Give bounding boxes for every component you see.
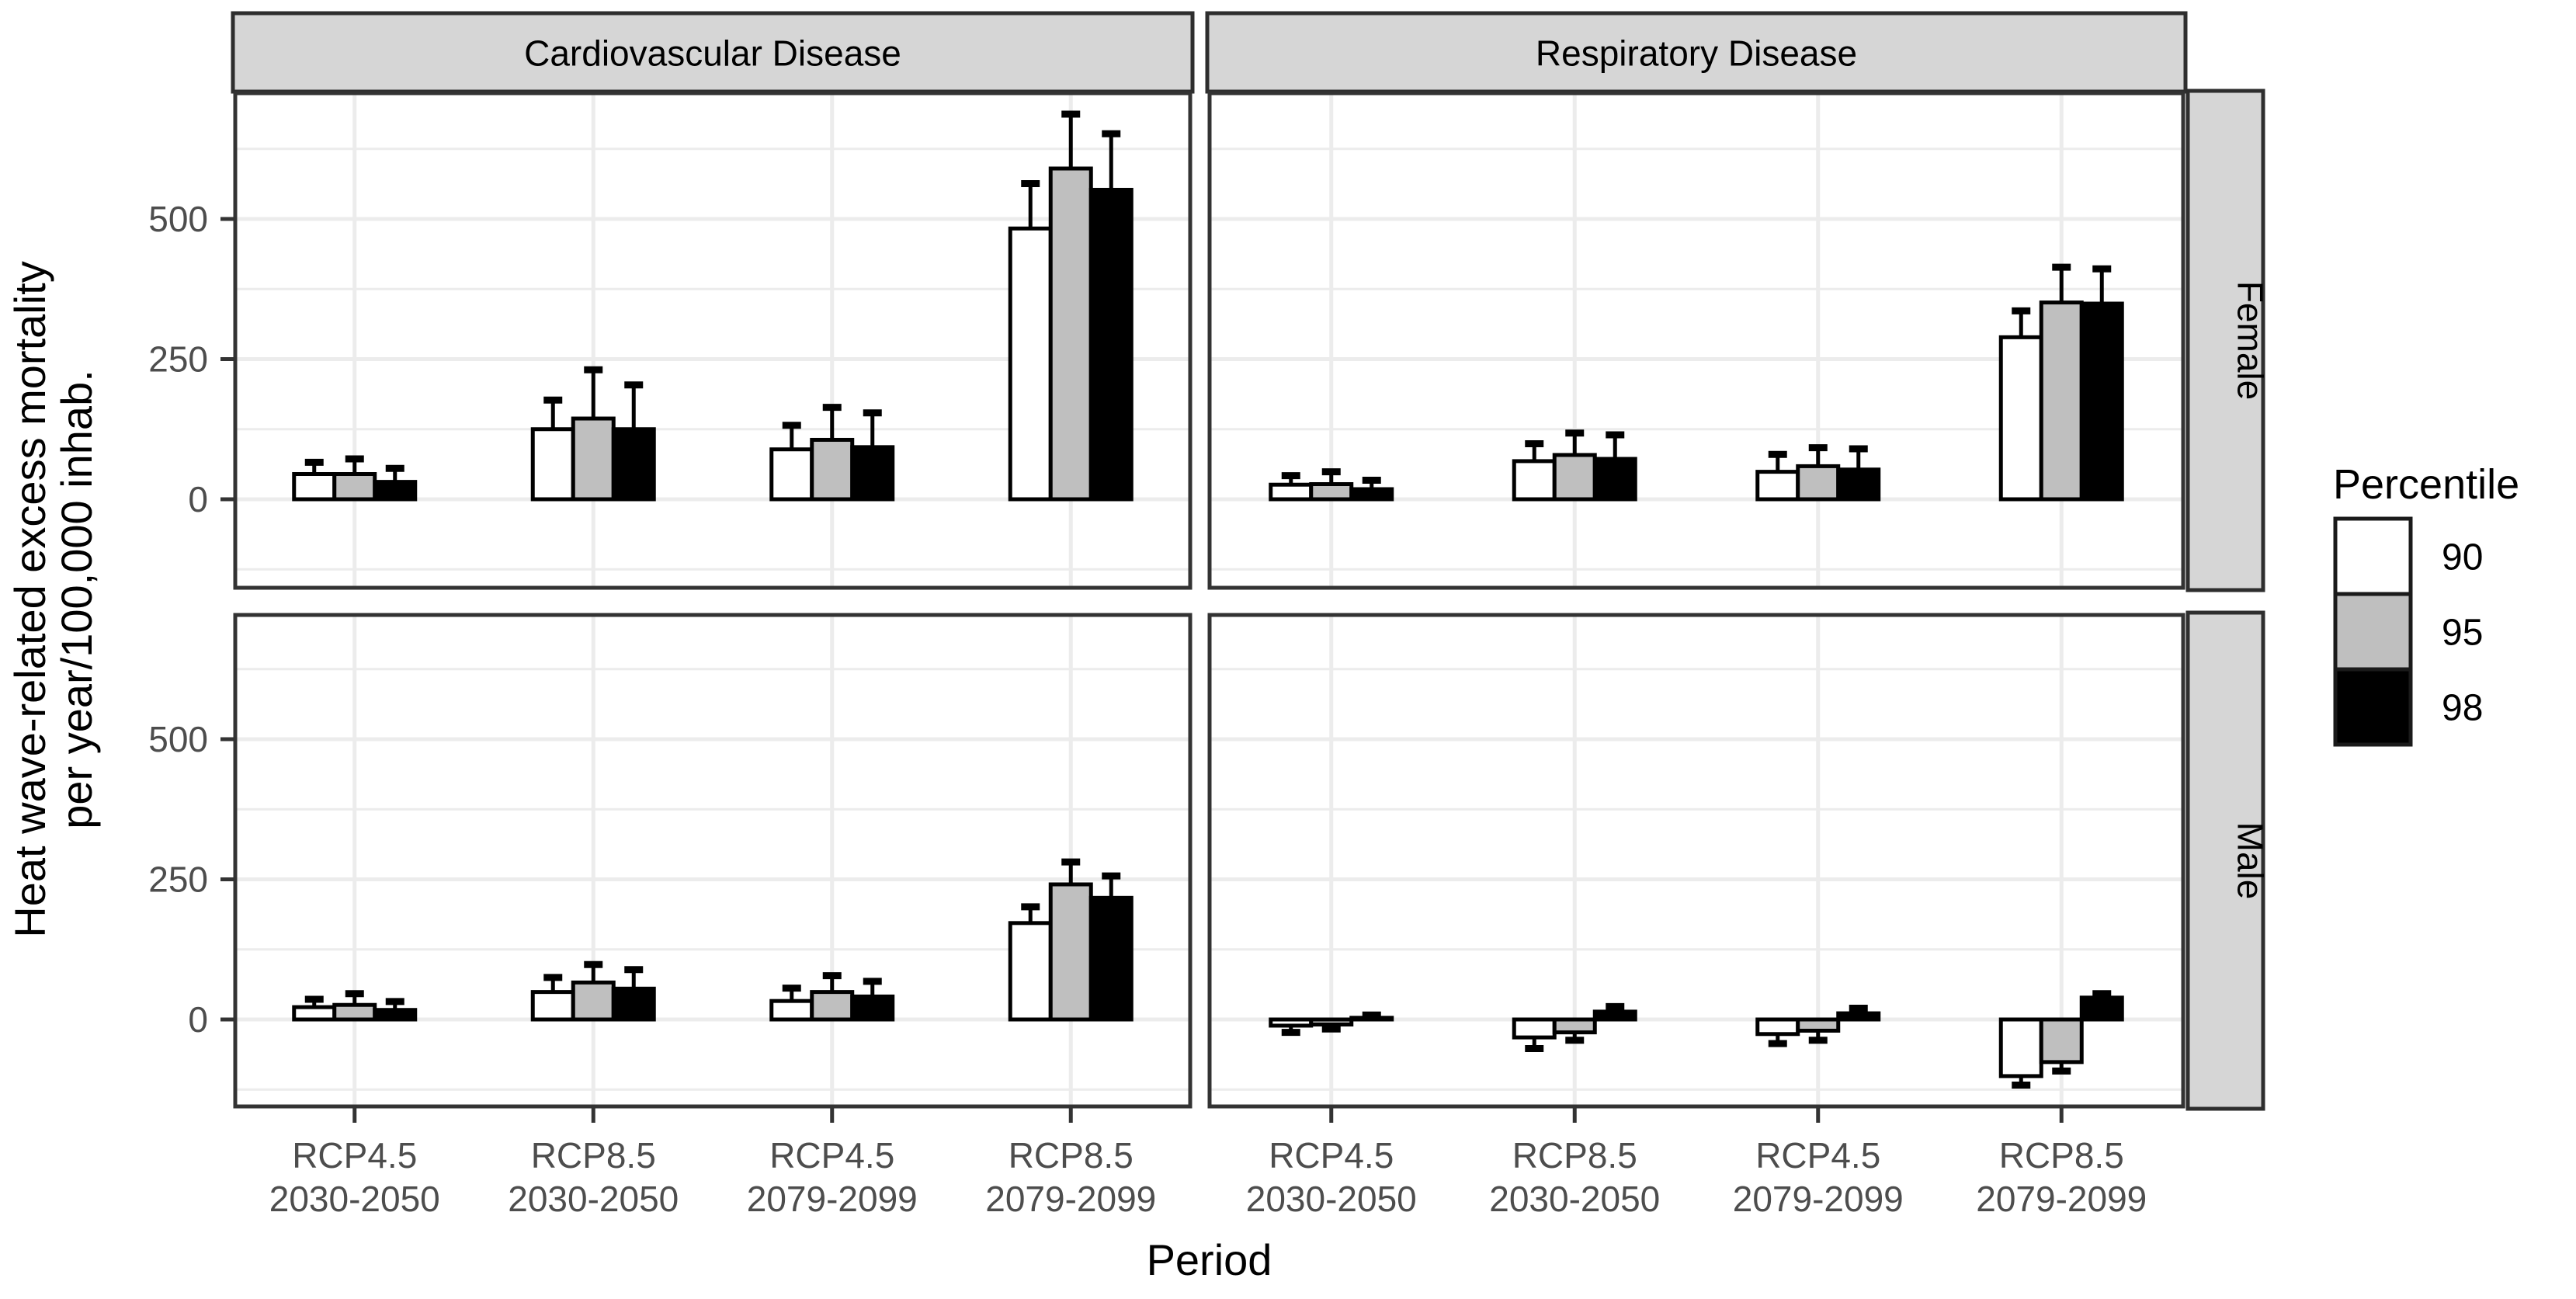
- bar-p90: [1755, 1017, 1800, 1037]
- bar-p98: [1349, 487, 1394, 502]
- bar-p98: [1088, 895, 1134, 1022]
- bar-p98: [373, 1008, 418, 1022]
- x-tick-label-line2: 2079-2099: [985, 1179, 1156, 1219]
- bar-p90: [292, 1005, 337, 1022]
- panel-border: [1207, 613, 2185, 1109]
- facet-strip-col: [1205, 11, 2188, 94]
- bar-p95: [2039, 300, 2084, 502]
- y-tick-label: 250: [148, 339, 208, 380]
- bar-p95: [810, 990, 855, 1022]
- bar-p95: [1309, 1017, 1354, 1026]
- y-tick-label: 500: [148, 199, 208, 239]
- bar-p90: [1008, 921, 1053, 1022]
- legend-key-95: [2333, 592, 2413, 672]
- legend-label: 95: [2442, 613, 2483, 654]
- bar-p95: [1048, 882, 1093, 1022]
- legend-label: 90: [2442, 537, 2483, 578]
- bar-p90: [292, 472, 337, 502]
- panel-Female-Cardiovascular Disease: [233, 91, 1193, 590]
- panel-border: [1207, 91, 2185, 590]
- bar-p98: [850, 994, 895, 1022]
- y-axis-title-line2: per year/100,000 inhab.: [52, 370, 101, 829]
- bar-p98: [611, 986, 656, 1022]
- bar-p98: [611, 427, 656, 502]
- facet-strip-row-label: Male: [2231, 822, 2271, 900]
- bar-p90: [769, 999, 814, 1022]
- bar-p95: [1796, 464, 1841, 502]
- bar-p90: [1269, 1017, 1314, 1028]
- bar-p95: [810, 437, 855, 502]
- facet-strip-col: [231, 11, 1195, 94]
- x-tick-label-line2: 2079-2099: [1976, 1179, 2147, 1219]
- x-tick-label-line1: RCP4.5: [769, 1135, 894, 1176]
- bar-p95: [2039, 1017, 2084, 1065]
- legend-label: 98: [2442, 688, 2483, 729]
- x-tick-label-line1: RCP4.5: [1755, 1135, 1880, 1176]
- legend-title: Percentile: [2333, 461, 2519, 508]
- bar-p98: [2079, 995, 2124, 1022]
- panel-Male-Respiratory Disease: [1207, 613, 2185, 1109]
- x-tick-label-line2: 2079-2099: [747, 1179, 918, 1219]
- y-tick-label: 250: [148, 860, 208, 900]
- panel-background: [235, 615, 1190, 1106]
- legend: Percentile 90 95 98: [2333, 461, 2519, 747]
- bar-p90: [1998, 1017, 2043, 1078]
- legend-key-90: [2333, 516, 2413, 596]
- bar-p95: [332, 472, 377, 502]
- bar-p90: [1998, 335, 2043, 502]
- bar-p90: [530, 427, 575, 502]
- panel-Female-Respiratory Disease: [1207, 91, 2185, 590]
- bar-p90: [769, 447, 814, 502]
- facet-strip-row: [2185, 610, 2265, 1111]
- bar-p95: [571, 416, 616, 502]
- x-tick-label-line1: RCP8.5: [1512, 1135, 1637, 1176]
- x-tick-label-line1: RCP8.5: [531, 1135, 656, 1176]
- x-tick-label-line1: RCP8.5: [1009, 1135, 1134, 1176]
- x-tick-label-line1: RCP8.5: [1999, 1135, 2124, 1176]
- bar-p90: [1512, 459, 1557, 502]
- facet-strip-col-label: Cardiovascular Disease: [524, 33, 901, 74]
- panel-Male-Cardiovascular Disease: [233, 613, 1193, 1109]
- bar-p98: [373, 480, 418, 502]
- bar-p98: [1836, 467, 1881, 502]
- y-tick-label: 500: [148, 719, 208, 759]
- x-tick-label-line2: 2030-2050: [1246, 1179, 1417, 1219]
- bar-p95: [1796, 1017, 1841, 1033]
- bar-p95: [571, 980, 616, 1022]
- bar-p95: [1048, 166, 1093, 502]
- y-tick-label: 0: [188, 479, 208, 519]
- x-tick-label-line1: RCP4.5: [292, 1135, 417, 1176]
- bar-p95: [1309, 482, 1354, 502]
- facet-strip-col-label: Respiratory Disease: [1536, 33, 1857, 74]
- bar-p90: [1512, 1017, 1557, 1040]
- bar-p98: [1836, 1011, 1881, 1022]
- legend-key-98: [2333, 667, 2413, 747]
- bar-p95: [1552, 1017, 1597, 1035]
- x-tick-label-line2: 2079-2099: [1733, 1179, 1904, 1219]
- x-tick-label-line2: 2030-2050: [269, 1179, 440, 1219]
- bar-p90: [1008, 226, 1053, 502]
- bar-p90: [530, 990, 575, 1022]
- bar-p95: [332, 1002, 377, 1022]
- bar-p90: [1269, 482, 1314, 502]
- facet-strip-row: [2185, 89, 2265, 592]
- bar-p98: [1592, 457, 1637, 502]
- x-tick-label-line2: 2030-2050: [508, 1179, 679, 1219]
- x-axis-title: Period: [1147, 1235, 1272, 1284]
- bar-p98: [850, 445, 895, 502]
- bar-p98: [2079, 301, 2124, 502]
- bar-p98: [1592, 1009, 1637, 1022]
- x-tick-label-line2: 2030-2050: [1489, 1179, 1660, 1219]
- panel-border: [233, 613, 1193, 1109]
- bar-p90: [1755, 470, 1800, 502]
- bar-p98: [1088, 187, 1134, 502]
- bar-p95: [1552, 453, 1597, 502]
- facet-strip-row-label: Female: [2231, 281, 2271, 400]
- x-tick-label-line1: RCP4.5: [1269, 1135, 1394, 1176]
- y-axis-title-line1: Heat wave-related excess mortality: [5, 261, 54, 937]
- panel-border: [233, 91, 1193, 590]
- y-tick-label: 0: [188, 999, 208, 1040]
